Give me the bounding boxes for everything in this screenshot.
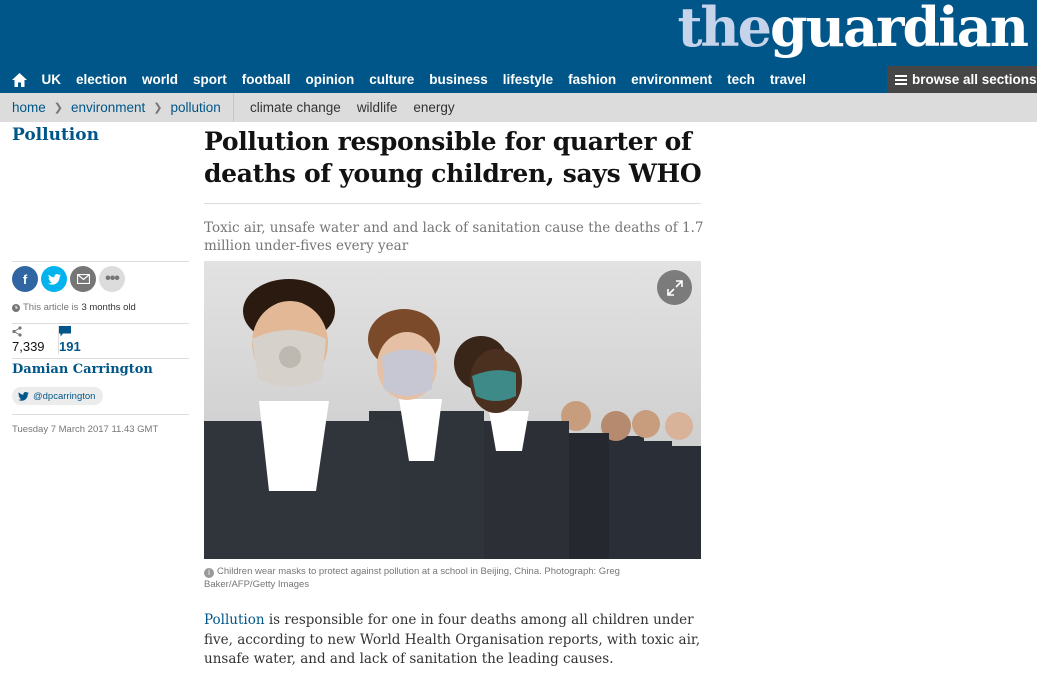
twitter-icon[interactable] xyxy=(41,266,67,292)
info-icon: i xyxy=(204,568,214,578)
divider xyxy=(204,203,701,204)
nav-item-world[interactable]: world xyxy=(142,72,179,87)
chevron-right-icon: ❯ xyxy=(53,102,63,114)
menu-icon xyxy=(895,73,907,87)
related-topics: climate change wildlife energy xyxy=(234,100,471,115)
divider xyxy=(12,414,189,415)
nav-item-tech[interactable]: tech xyxy=(727,72,755,87)
clock-icon xyxy=(12,303,20,312)
more-icon[interactable]: ••• xyxy=(99,266,125,292)
pollution-link[interactable]: Pollution xyxy=(204,612,265,628)
share-buttons: f ••• xyxy=(12,266,125,292)
expand-image-button[interactable] xyxy=(657,270,692,305)
browse-label: browse all sections xyxy=(912,72,1037,87)
related-climate-change[interactable]: climate change xyxy=(250,100,341,115)
article-standfirst: Toxic air, unsafe water and and lack of … xyxy=(204,220,704,254)
nav-item-environment[interactable]: environment xyxy=(631,72,713,87)
share-count: 7,339 xyxy=(12,326,59,354)
share-count-value: 7,339 xyxy=(12,339,45,354)
nav-item-opinion[interactable]: opinion xyxy=(305,72,355,87)
masthead: theguardian xyxy=(0,0,1037,66)
nav-item-sport[interactable]: sport xyxy=(193,72,227,87)
nav-item-culture[interactable]: culture xyxy=(369,72,415,87)
article-age: This article is 3 months old xyxy=(12,302,136,313)
image-caption: i Children wear masks to protect against … xyxy=(204,566,644,591)
comment-count[interactable]: 191 xyxy=(59,326,81,354)
nav-item-election[interactable]: election xyxy=(76,72,128,87)
sub-nav: home ❯ environment ❯ pollution climate c… xyxy=(0,93,1037,122)
publish-date: Tuesday 7 March 2017 11.43 GMT xyxy=(12,424,159,435)
share-icon xyxy=(12,326,22,337)
breadcrumb: home ❯ environment ❯ pollution xyxy=(0,93,234,122)
nav-item-business[interactable]: business xyxy=(429,72,488,87)
article-main-image xyxy=(204,261,701,559)
chevron-right-icon: ❯ xyxy=(153,102,163,114)
age-prefix: This article is xyxy=(23,302,79,313)
nav-item-uk[interactable]: UK xyxy=(41,72,62,87)
article-stats: 7,339 191 xyxy=(12,326,81,354)
facebook-icon[interactable]: f xyxy=(12,266,38,292)
browse-all-sections-button[interactable]: browse all sections xyxy=(887,66,1037,93)
article-body-paragraph: Pollution is responsible for one in four… xyxy=(204,611,704,670)
related-energy[interactable]: energy xyxy=(413,100,455,115)
divider xyxy=(12,358,189,359)
children-masks-photo xyxy=(204,261,701,559)
nav-item-fashion[interactable]: fashion xyxy=(568,72,617,87)
twitter-handle: @dpcarrington xyxy=(33,390,96,402)
comment-icon xyxy=(59,326,71,337)
caption-text: Children wear masks to protect against p… xyxy=(204,566,620,590)
expand-icon xyxy=(666,279,683,296)
author-byline[interactable]: Damian Carrington xyxy=(12,362,153,377)
nav-item-football[interactable]: football xyxy=(241,72,291,87)
body-text: is responsible for one in four deaths am… xyxy=(204,612,701,667)
guardian-logo[interactable]: theguardian xyxy=(677,0,1029,59)
divider xyxy=(12,261,189,262)
comment-count-value: 191 xyxy=(59,339,81,354)
section-label[interactable]: Pollution xyxy=(12,125,99,145)
author-twitter-button[interactable]: @dpcarrington xyxy=(12,387,104,405)
divider xyxy=(12,323,189,324)
breadcrumb-pollution[interactable]: pollution xyxy=(170,100,221,115)
article-headline: Pollution responsible for quarter of dea… xyxy=(204,127,702,188)
home-icon[interactable] xyxy=(4,66,34,93)
email-icon[interactable] xyxy=(70,266,96,292)
age-value: 3 months old xyxy=(81,302,136,313)
twitter-icon xyxy=(18,391,29,401)
breadcrumb-environment[interactable]: environment xyxy=(71,100,146,115)
nav-item-lifestyle[interactable]: lifestyle xyxy=(502,72,554,87)
related-wildlife[interactable]: wildlife xyxy=(356,100,398,115)
primary-nav: UK election world sport football opinion… xyxy=(0,66,1037,93)
breadcrumb-home[interactable]: home xyxy=(12,100,46,115)
nav-item-travel[interactable]: travel xyxy=(769,72,806,87)
